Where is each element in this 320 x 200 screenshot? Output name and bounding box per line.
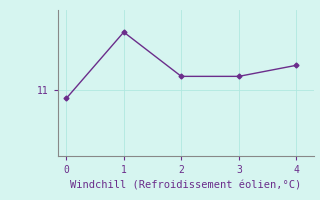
X-axis label: Windchill (Refroidissement éolien,°C): Windchill (Refroidissement éolien,°C) (70, 181, 301, 191)
